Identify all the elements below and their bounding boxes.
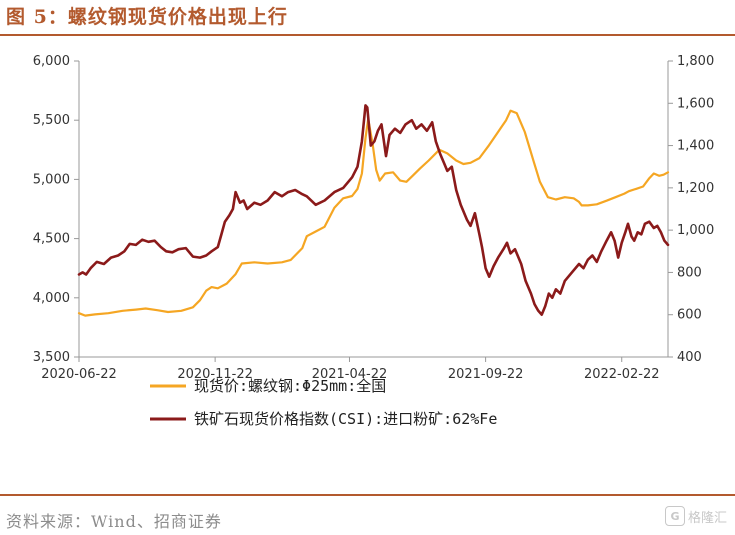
watermark-logo-icon: G <box>664 506 685 526</box>
series-line-rebar <box>77 109 670 317</box>
series-lines <box>77 104 670 317</box>
axes: 3,500 4,000 4,500 5,000 5,500 6,000 400 600 800 1… <box>33 54 714 382</box>
x-tick-label: 2022-02-22 <box>584 367 660 382</box>
y-left-tick-label: 4,500 <box>33 232 70 247</box>
watermark-text: 格隆汇 <box>687 510 727 526</box>
y-right-tick-label: 400 <box>677 350 702 365</box>
y-left-tick-label: 6,000 <box>33 54 70 69</box>
x-tick-label: 2021-04-22 <box>312 367 388 382</box>
y-right-tick-label: 600 <box>677 308 702 323</box>
y-left-tick-label: 3,500 <box>33 350 70 365</box>
watermark: G 格隆汇 <box>664 506 727 526</box>
x-tick-label: 2020-11-22 <box>177 367 253 382</box>
legend: 现货价:螺纹钢:Φ25mm:全国铁矿石现货价格指数(CSI):进口粉矿:62%F… <box>150 377 497 428</box>
legend-label: 铁矿石现货价格指数(CSI):进口粉矿:62%Fe <box>194 410 497 428</box>
title-divider <box>0 34 735 36</box>
y-right-tick-label: 1,200 <box>677 181 714 196</box>
y-left-tick-label: 4,000 <box>33 291 70 306</box>
source-note: 资料来源：Wind、招商证券 <box>6 512 222 531</box>
legend-label: 现货价:螺纹钢:Φ25mm:全国 <box>194 377 386 395</box>
series-line-iron-ore <box>77 104 670 316</box>
y-left-tick-label: 5,500 <box>33 113 70 128</box>
y-right-tick-label: 1,800 <box>677 54 714 69</box>
footer-divider <box>0 494 735 496</box>
y-right-tick-label: 1,400 <box>677 139 714 154</box>
y-right-tick-label: 1,000 <box>677 223 714 238</box>
x-tick-label: 2021-09-22 <box>448 367 524 382</box>
x-tick-label: 2020-06-22 <box>41 367 117 382</box>
y-right-tick-label: 1,600 <box>677 96 714 111</box>
y-right-tick-label: 800 <box>677 265 702 280</box>
figure-title: 图 5：螺纹钢现货价格出现上行 <box>6 6 288 28</box>
y-left-tick-label: 5,000 <box>33 172 70 187</box>
chart: 3,500 4,000 4,500 5,000 5,500 6,000 400 600 800 1… <box>33 54 714 428</box>
